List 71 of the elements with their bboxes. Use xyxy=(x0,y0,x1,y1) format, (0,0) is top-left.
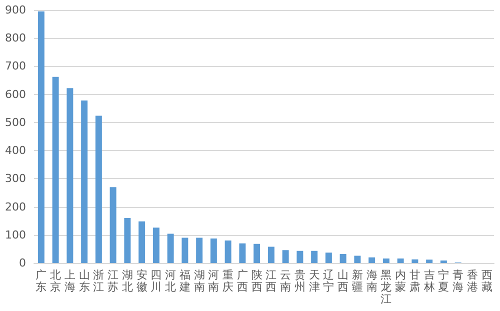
x-tick-label: 浙江 xyxy=(93,268,104,294)
bar xyxy=(224,240,232,263)
y-tick-label: 500 xyxy=(5,116,26,129)
y-tick-label: 900 xyxy=(5,4,26,16)
x-tick-label: 青海 xyxy=(452,268,464,294)
y-tick-label: 200 xyxy=(5,200,26,214)
bar xyxy=(66,88,74,263)
bar xyxy=(382,258,390,263)
y-tick-label: 300 xyxy=(5,172,26,186)
y-tick-label: 800 xyxy=(5,32,26,45)
bar xyxy=(138,221,146,263)
x-tick-label: 贵州 xyxy=(294,268,306,294)
bar xyxy=(239,243,246,263)
bar xyxy=(426,260,433,263)
bar xyxy=(397,258,404,263)
bar xyxy=(152,228,160,263)
x-tick-label: 江西 xyxy=(266,268,277,294)
bar xyxy=(38,11,44,263)
y-tick-label: 100 xyxy=(5,228,26,242)
bar xyxy=(81,100,88,263)
x-tick-label: 黑龙江 xyxy=(380,268,392,306)
y-tick-label: 0 xyxy=(19,256,26,270)
y-tick-label: 400 xyxy=(5,144,26,158)
x-tick-label: 西藏 xyxy=(481,268,492,294)
x-tick-label: 湖南 xyxy=(194,268,205,294)
x-tick-label: 福建 xyxy=(178,268,190,294)
bar xyxy=(182,238,188,263)
bar xyxy=(325,252,332,263)
bar xyxy=(412,259,418,263)
x-tick-label: 香港 xyxy=(466,268,478,294)
y-tick-label: 600 xyxy=(5,88,26,101)
bar xyxy=(268,246,274,263)
x-tick-label: 天津 xyxy=(308,268,320,294)
bar xyxy=(282,250,289,263)
x-tick-label: 吉林 xyxy=(422,268,435,294)
bar xyxy=(52,76,59,263)
x-tick-label: 山西 xyxy=(338,268,349,294)
bar xyxy=(368,257,376,263)
x-tick-label: 辽宁 xyxy=(323,268,334,294)
x-tick-label: 湖北 xyxy=(122,268,133,294)
bar xyxy=(167,234,174,263)
x-tick-label: 陕西 xyxy=(251,268,262,294)
bar xyxy=(95,116,102,263)
bar xyxy=(311,250,318,263)
x-tick-label: 安徽 xyxy=(136,268,148,294)
x-tick-label: 宁夏 xyxy=(438,268,450,294)
x-tick-label: 广东 xyxy=(36,268,47,294)
x-tick-label: 重庆 xyxy=(222,268,234,294)
x-tick-label: 河南 xyxy=(208,268,220,294)
bar xyxy=(340,254,346,263)
y-tick-label: 700 xyxy=(5,60,26,73)
bar xyxy=(124,218,131,263)
x-tick-label: 上海 xyxy=(64,268,76,294)
x-tick-label: 新疆 xyxy=(352,268,363,294)
x-tick-label: 北京 xyxy=(50,268,62,294)
x-tick-label: 云南 xyxy=(280,268,292,294)
bar xyxy=(254,244,260,263)
bar xyxy=(110,187,116,263)
bar xyxy=(210,238,217,263)
x-tick-label: 甘肃 xyxy=(409,268,420,294)
x-tick-label: 山东 xyxy=(78,268,90,294)
bar xyxy=(196,238,203,263)
bar xyxy=(440,260,447,263)
x-tick-label: 海南 xyxy=(366,268,378,294)
x-tick-label: 江苏 xyxy=(108,268,119,294)
bar xyxy=(354,256,361,263)
x-tick-label: 广西 xyxy=(236,268,248,294)
x-tick-label: 四川 xyxy=(150,268,162,294)
x-tick-label: 内蒙 xyxy=(395,268,406,294)
x-tick-label: 河北 xyxy=(165,268,176,294)
bar xyxy=(296,250,304,263)
